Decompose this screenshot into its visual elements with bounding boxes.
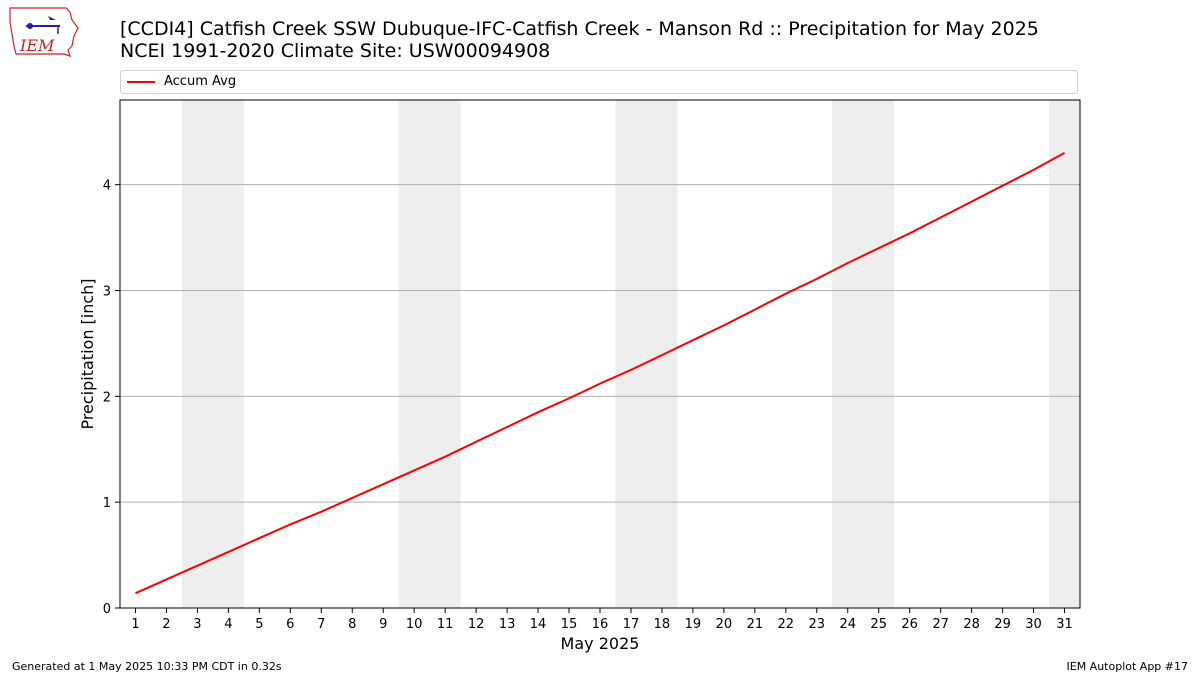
x-tick-label: 14: [530, 617, 547, 632]
x-tick-label: 12: [468, 617, 485, 632]
legend-swatch: [127, 81, 155, 83]
weekend-band: [615, 100, 678, 608]
x-tick-label: 24: [839, 617, 856, 632]
x-tick-label: 28: [963, 617, 980, 632]
y-tick-label: 4: [103, 179, 111, 194]
y-axis-label: Precipitation [inch]: [78, 278, 97, 429]
plot-frame: [119, 99, 1081, 609]
x-tick-label: 23: [809, 617, 826, 632]
x-tick-label: 15: [561, 617, 578, 632]
x-tick-label: 5: [255, 617, 263, 632]
y-tick-label: 2: [103, 390, 111, 405]
footer-generated-text: Generated at 1 May 2025 10:33 PM CDT in …: [12, 660, 282, 673]
x-tick-label: 26: [901, 617, 918, 632]
x-tick-label: 1: [131, 617, 139, 632]
x-tick-label: 3: [193, 617, 201, 632]
x-tick-label: 6: [286, 617, 294, 632]
x-tick-label: 30: [1025, 617, 1042, 632]
x-tick-label: 27: [932, 617, 949, 632]
x-tick-label: 18: [654, 617, 671, 632]
chart-title: [CCDI4] Catfish Creek SSW Dubuque-IFC-Ca…: [120, 18, 1039, 40]
weekend-band: [398, 100, 461, 608]
y-tick-label: 3: [103, 285, 111, 300]
legend-label: Accum Avg: [164, 74, 237, 89]
x-tick-label: 10: [406, 617, 423, 632]
x-tick-label: 17: [623, 617, 640, 632]
x-tick-label: 2: [162, 617, 170, 632]
x-tick-label: 31: [1056, 617, 1073, 632]
x-tick-label: 25: [870, 617, 887, 632]
x-tick-label: 8: [348, 617, 356, 632]
iem-logo-icon: IEM: [9, 7, 79, 57]
y-tick-label: 0: [103, 602, 111, 617]
x-tick-label: 16: [592, 617, 609, 632]
y-tick-label: 1: [103, 496, 111, 511]
chart-subtitle: NCEI 1991-2020 Climate Site: USW00094908: [120, 40, 551, 62]
x-tick-label: 9: [379, 617, 387, 632]
weekend-band: [1049, 100, 1080, 608]
x-tick-label: 29: [994, 617, 1011, 632]
x-tick-label: 21: [747, 617, 764, 632]
x-tick-label: 4: [224, 617, 232, 632]
x-tick-label: 22: [778, 617, 795, 632]
logo-text: IEM: [19, 36, 55, 55]
x-tick-label: 13: [499, 617, 516, 632]
series-line-accum-avg: [135, 152, 1065, 595]
x-tick-label: 11: [437, 617, 454, 632]
footer-app-text: IEM Autoplot App #17: [1066, 660, 1189, 673]
weekend-band: [181, 100, 244, 608]
x-tick-label: 7: [317, 617, 325, 632]
x-tick-label: 19: [685, 617, 702, 632]
weekend-band: [832, 100, 895, 608]
x-axis-label: May 2025: [561, 634, 640, 653]
x-tick-label: 20: [716, 617, 733, 632]
legend: Accum Avg: [120, 70, 1078, 94]
